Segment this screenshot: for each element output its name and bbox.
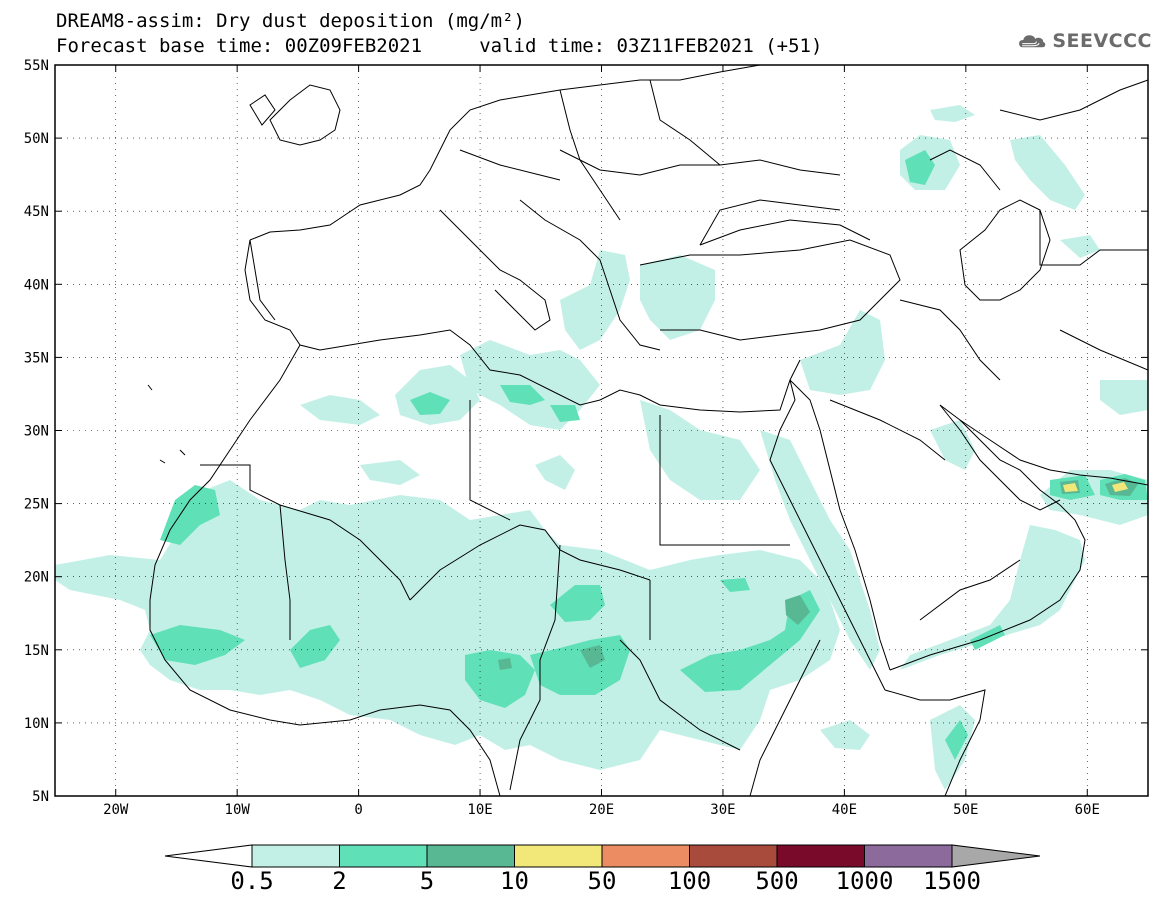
colorbar-label: 1500 — [923, 867, 981, 895]
colorbar-swatch — [864, 844, 953, 868]
shading-level-10 — [1063, 482, 1128, 492]
colorbar-swatch — [426, 844, 515, 868]
gridlines — [55, 65, 1148, 796]
colorbar: 0.5 2 5 10 50 100 500 1000 1500 — [164, 844, 1041, 895]
colorbar-label: 0.5 — [230, 867, 273, 895]
lat-label: 50N — [24, 131, 49, 147]
colorbar-swatch — [339, 844, 428, 868]
lon-label: 60E — [1075, 802, 1100, 818]
cloud-icon — [1019, 35, 1046, 48]
colorbar-swatch — [776, 844, 865, 868]
axis-ticks — [55, 64, 1148, 797]
seevccc-logo: SEEVCCC — [1018, 22, 1152, 60]
lat-label: 30N — [24, 424, 49, 440]
lat-label: 25N — [24, 497, 49, 513]
colorbar-label: 100 — [668, 867, 711, 895]
colorbar-label: 50 — [588, 867, 617, 895]
logo-text: SEEVCCC — [1052, 30, 1152, 52]
shading-level-0-5 — [55, 105, 1148, 790]
coastlines-borders — [147, 65, 1148, 796]
colorbar-over-triangle — [951, 844, 1041, 868]
lon-label: 20W — [103, 802, 129, 818]
shading-level-2 — [150, 150, 1148, 760]
lat-label: 45N — [24, 204, 49, 220]
lon-label: 10E — [467, 802, 492, 818]
lat-label: 10N — [24, 716, 49, 732]
colorbar-label: 10 — [500, 867, 529, 895]
lon-label: 40E — [832, 802, 857, 818]
colorbar-swatch — [689, 844, 778, 868]
colorbar-under-triangle — [164, 844, 253, 868]
deposition-shading — [55, 105, 1148, 790]
lon-label: 10W — [225, 802, 251, 818]
colorbar-label: 500 — [755, 867, 798, 895]
lon-label: 0 — [354, 802, 362, 818]
chart-subtitle: Forecast base time: 00Z09FEB2021 valid t… — [56, 35, 823, 57]
lat-label: 55N — [24, 58, 49, 74]
colorbar-label: 2 — [332, 867, 346, 895]
lat-label: 15N — [24, 643, 49, 659]
lat-label: 35N — [24, 350, 49, 366]
colorbar-swatch — [251, 844, 340, 868]
latitude-labels: 55N 50N 45N 40N 35N 30N 25N 20N 15N 10N 5N — [24, 58, 49, 805]
colorbar-label: 1000 — [836, 867, 894, 895]
chart-title: DREAM8-assim: Dry dust deposition (mg/m²… — [56, 10, 525, 32]
lat-label: 40N — [24, 277, 49, 293]
colorbar-swatch — [514, 844, 603, 868]
lon-label: 50E — [953, 802, 978, 818]
colorbar-swatch — [601, 844, 690, 868]
lat-label: 5N — [32, 789, 49, 805]
longitude-labels: 20W 10W 0 10E 20E 30E 40E 50E 60E — [103, 802, 1100, 818]
lon-label: 20E — [589, 802, 614, 818]
colorbar-label: 5 — [420, 867, 434, 895]
lon-label: 30E — [710, 802, 735, 818]
lat-label: 20N — [24, 570, 49, 586]
